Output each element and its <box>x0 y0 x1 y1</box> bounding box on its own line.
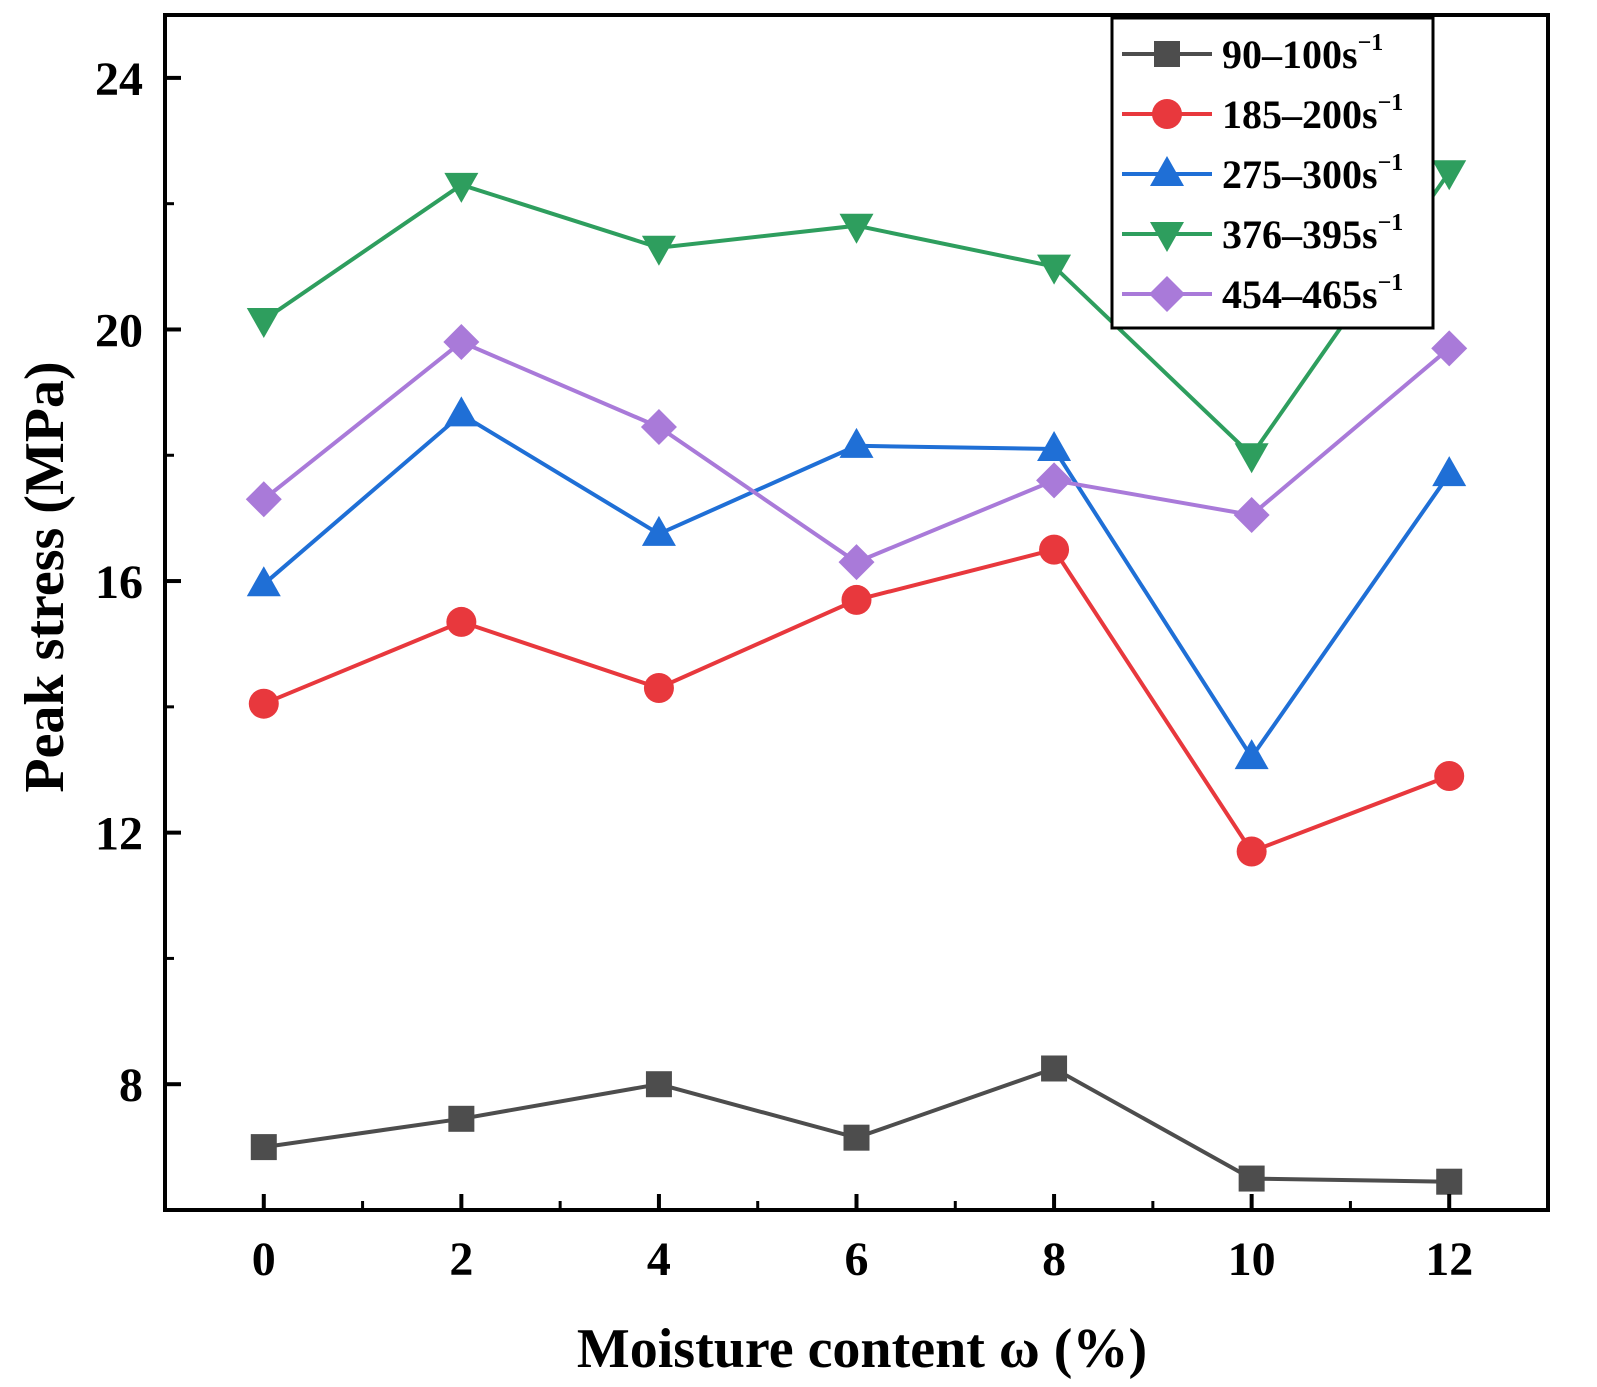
data-point <box>1432 160 1467 191</box>
data-point <box>248 688 279 719</box>
data-point <box>841 584 872 615</box>
series-1 <box>250 1055 1463 1195</box>
data-point <box>1036 462 1073 499</box>
series-4 <box>246 160 1467 474</box>
legend-label: 454–465s−1 <box>1222 270 1403 317</box>
x-tick-label: 6 <box>845 1233 869 1286</box>
legend-label: 185–200s−1 <box>1222 90 1403 137</box>
data-point <box>1234 739 1269 770</box>
legend-marker <box>1150 222 1184 252</box>
data-point <box>1236 836 1267 867</box>
legend-entry: 275–300s−1 <box>1122 150 1403 197</box>
data-point <box>838 544 875 581</box>
x-tick-label: 12 <box>1425 1233 1473 1286</box>
legend-marker <box>1149 276 1185 312</box>
data-point <box>641 515 676 546</box>
data-point <box>443 324 480 361</box>
x-tick-label: 10 <box>1228 1233 1276 1286</box>
data-point <box>444 396 479 427</box>
data-point <box>250 1134 277 1161</box>
series-3 <box>246 396 1467 770</box>
data-point <box>1039 534 1070 565</box>
y-axis-title: Peak stress (MPa) <box>14 361 76 792</box>
series-5 <box>245 324 1468 581</box>
data-point <box>1037 430 1072 461</box>
legend-label: 275–300s−1 <box>1222 150 1403 197</box>
x-tick-label: 4 <box>647 1233 671 1286</box>
series-2 <box>248 534 1465 867</box>
legend-marker <box>1152 99 1182 129</box>
y-tick-label: 20 <box>95 304 143 357</box>
data-point <box>1037 254 1072 285</box>
legend-label-superscript: −1 <box>1378 150 1404 176</box>
data-point <box>448 1105 475 1132</box>
data-point <box>1436 1168 1463 1195</box>
legend-entry: 376–395s−1 <box>1122 210 1403 257</box>
x-axis-title: Moisture content ω (%) <box>577 1318 1147 1380</box>
legend-label-superscript: −1 <box>1378 90 1404 116</box>
data-point <box>1234 443 1269 474</box>
legend-entry: 454–465s−1 <box>1122 270 1403 317</box>
legend-label-superscript: −1 <box>1378 270 1404 296</box>
data-point <box>1238 1165 1265 1192</box>
y-tick-label: 8 <box>119 1059 143 1112</box>
legend-label: 376–395s−1 <box>1222 210 1403 257</box>
data-point <box>1432 456 1467 487</box>
data-point <box>1434 761 1465 792</box>
legend-label-superscript: −1 <box>1378 210 1404 236</box>
legend-marker <box>1154 41 1180 67</box>
data-point <box>246 308 281 339</box>
data-point <box>246 566 281 597</box>
data-point <box>1431 330 1468 367</box>
data-point <box>641 235 676 266</box>
plot-area <box>245 160 1468 1195</box>
legend-entry: 90–100s−1 <box>1122 30 1383 77</box>
data-point <box>839 213 874 244</box>
data-point <box>444 172 479 203</box>
x-tick-label: 2 <box>449 1233 473 1286</box>
y-tick-label: 12 <box>95 808 143 861</box>
data-point <box>839 427 874 458</box>
legend-label: 90–100s−1 <box>1222 30 1383 77</box>
legend-marker <box>1150 156 1184 186</box>
data-point <box>446 606 477 637</box>
legend-label-superscript: −1 <box>1358 30 1384 56</box>
data-point <box>1233 497 1270 534</box>
data-point <box>1041 1055 1068 1082</box>
data-point <box>640 408 677 445</box>
y-tick-label: 16 <box>95 556 143 609</box>
x-tick-label: 0 <box>252 1233 276 1286</box>
data-point <box>643 672 674 703</box>
legend: 90–100s−1 185–200s−1 275–300s−1 376–395s−1 4… <box>1110 16 1435 330</box>
legend-entry: 185–200s−1 <box>1122 90 1403 137</box>
data-point <box>645 1071 672 1098</box>
data-point <box>843 1124 870 1151</box>
y-tick-label: 24 <box>95 53 143 106</box>
x-tick-label: 8 <box>1042 1233 1066 1286</box>
data-point <box>245 481 282 518</box>
